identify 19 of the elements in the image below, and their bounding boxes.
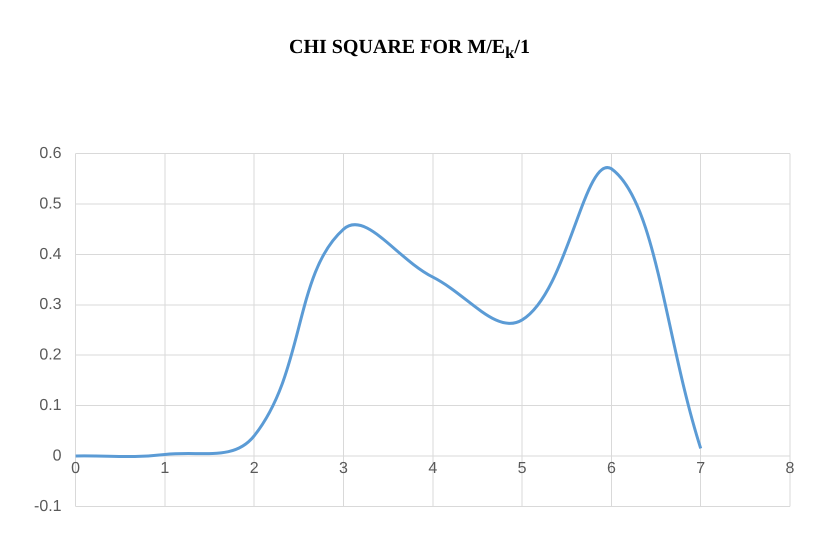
x-tick-label: 1 [160, 460, 170, 478]
y-tick-label: 0.3 [39, 296, 62, 314]
x-tick-label: 0 [71, 460, 80, 478]
x-tick-label: 6 [606, 460, 616, 478]
y-tick-label: 0.2 [39, 346, 62, 364]
x-tick-label: 4 [428, 460, 438, 478]
x-tick-label: 7 [696, 460, 706, 478]
chart-title: CHI SQUARE FOR M/E$_{k}$/1 [288, 36, 531, 63]
y-tick-label: 0.4 [39, 246, 62, 263]
y-tick-label: 0.1 [39, 397, 62, 414]
x-tick-label: 3 [339, 460, 348, 478]
x-tick-label: 2 [250, 460, 259, 478]
y-tick-label: -0.1 [34, 498, 62, 515]
x-tick-label: 8 [786, 460, 795, 478]
y-tick-label: 0 [52, 447, 62, 464]
y-tick-label: 0.6 [39, 145, 62, 162]
x-tick-label: 5 [518, 460, 527, 478]
line-series [76, 166, 702, 458]
y-tick-label: 0.5 [39, 195, 62, 212]
